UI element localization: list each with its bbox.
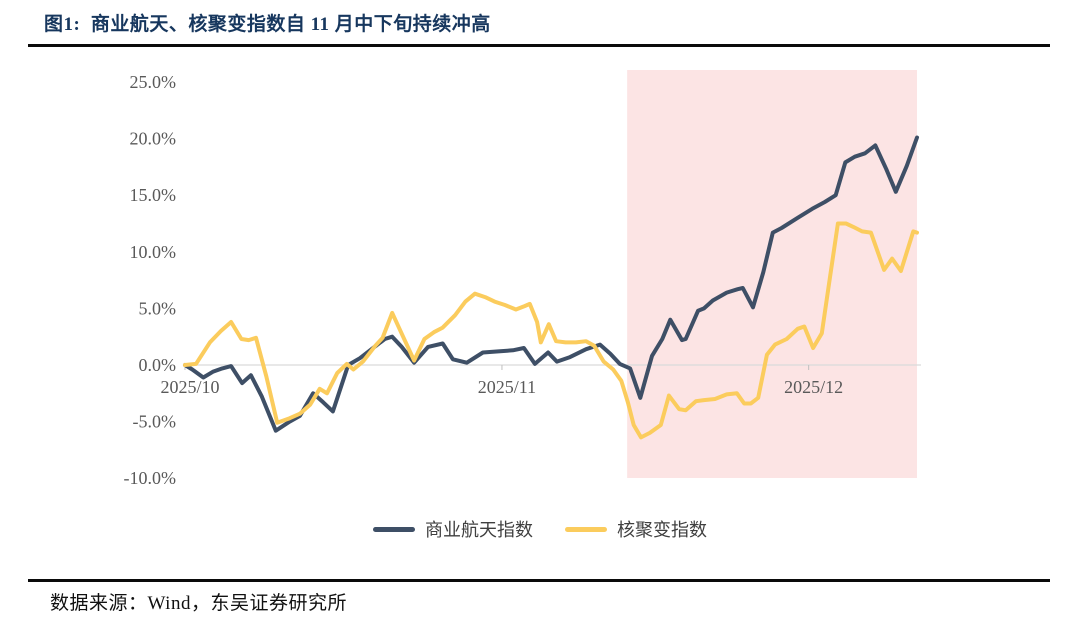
y-axis-tick-label: 5.0% bbox=[139, 298, 177, 318]
figure-title: 图1: 商业航天、核聚变指数自 11 月中下旬持续冲高 bbox=[44, 14, 491, 35]
chart-legend: 商业航天指数 核聚变指数 bbox=[0, 516, 1080, 542]
x-axis-tick-label: 2025/10 bbox=[160, 377, 219, 397]
navy-line-swatch bbox=[373, 526, 415, 532]
nuclear-fusion-index-line bbox=[183, 221, 919, 440]
highlight-region bbox=[627, 70, 917, 478]
y-axis-tick-label: 0.0% bbox=[139, 355, 177, 375]
y-axis-tick-label: -5.0% bbox=[133, 412, 177, 432]
y-axis-tick-label: 20.0% bbox=[130, 129, 177, 149]
y-axis-tick-label: -10.0% bbox=[124, 468, 177, 488]
legend-item-nuclear-fusion: 核聚变指数 bbox=[565, 516, 707, 542]
x-axis-tick-label: 2025/11 bbox=[478, 377, 536, 397]
commercial-aerospace-index-line bbox=[183, 135, 919, 433]
legend-item-commercial-aerospace: 商业航天指数 bbox=[373, 516, 533, 542]
y-axis-tick-label: 15.0% bbox=[130, 185, 177, 205]
source-divider-rule bbox=[28, 579, 1050, 582]
chart-canvas: 25.0% 20.0% 15.0% 10.0% 5.0% 0.0% -5.0% -10.0% 2… bbox=[124, 70, 921, 488]
legend-label: 商业航天指数 bbox=[425, 520, 533, 540]
title-divider-rule bbox=[28, 44, 1050, 47]
source-text: 数据来源：Wind，东吴证券研究所 bbox=[50, 593, 347, 614]
y-axis-tick-label: 10.0% bbox=[130, 242, 177, 262]
y-axis-tick-label: 25.0% bbox=[130, 72, 177, 92]
yellow-line-swatch bbox=[565, 526, 607, 532]
x-axis-tick-label: 2025/12 bbox=[784, 377, 843, 397]
legend-label: 核聚变指数 bbox=[617, 520, 707, 540]
